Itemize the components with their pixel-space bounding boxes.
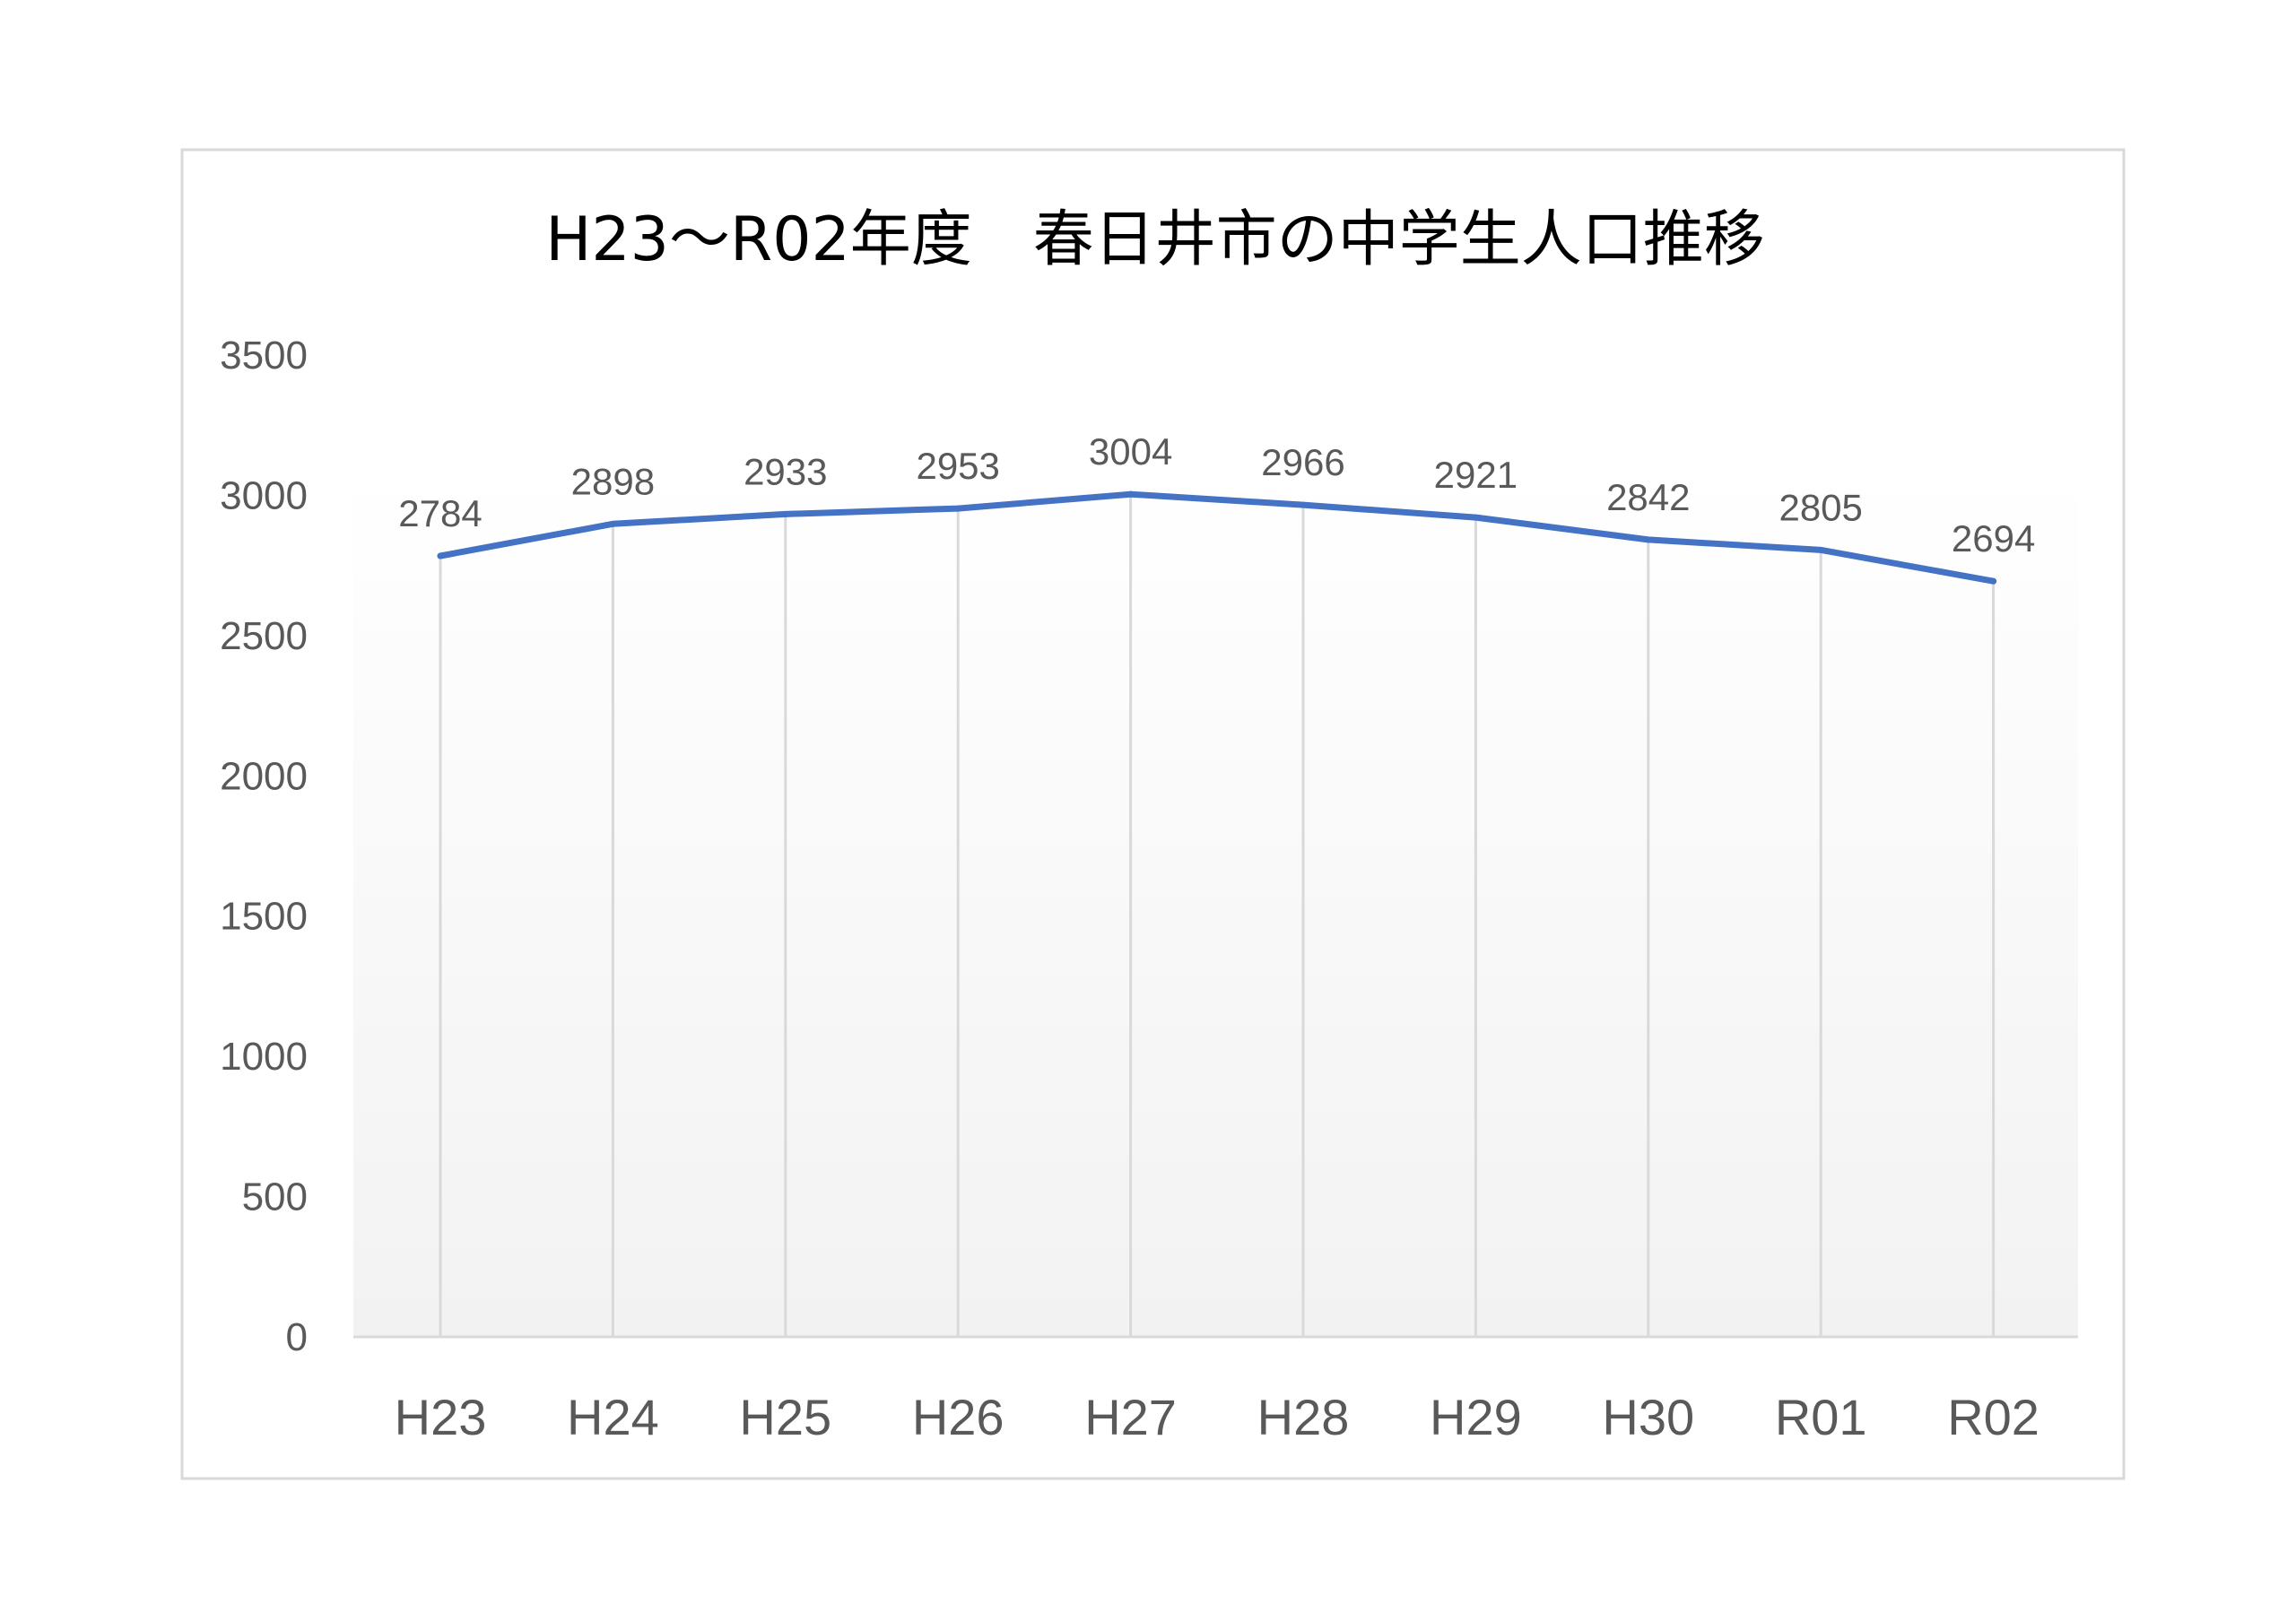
data-point	[1300, 501, 1307, 508]
x-tick-label: H25	[739, 1389, 831, 1445]
data-point	[782, 510, 789, 517]
data-point	[1472, 514, 1479, 521]
x-tick-label: H30	[1602, 1389, 1694, 1445]
data-label: 2784	[398, 492, 482, 534]
data-label: 2805	[1779, 486, 1862, 528]
x-tick-label: H24	[567, 1389, 659, 1445]
data-point	[609, 520, 616, 527]
y-tick-label: 2500	[220, 614, 308, 658]
data-label: 2898	[571, 460, 655, 502]
data-label: 2921	[1434, 454, 1518, 496]
data-label: 2842	[1606, 476, 1690, 518]
plot-area	[353, 470, 2078, 1337]
y-tick-label: 3500	[220, 334, 308, 377]
gridlines	[439, 494, 1996, 1337]
x-tick-label: H27	[1084, 1389, 1177, 1445]
y-tick-label: 1500	[220, 895, 308, 939]
y-tick-label: 2000	[220, 754, 308, 798]
chart-title: H23～R02年度 春日井市の中学生人口推移	[545, 204, 1764, 275]
labels-layer: 0 500 1000 1500 2000 2500 3000 3500 H23 H24 H25 H26…	[220, 334, 2039, 1445]
y-tick-label: 1000	[220, 1035, 308, 1079]
x-tick-label: H28	[1257, 1389, 1350, 1445]
data-label: 2966	[1261, 441, 1344, 483]
y-tick-label: 500	[242, 1175, 308, 1219]
data-label: 3004	[1089, 430, 1172, 473]
x-tick-label: R01	[1775, 1389, 1867, 1445]
x-tick-label: R02	[1947, 1389, 2039, 1445]
data-point	[1645, 536, 1652, 543]
x-tick-label: H26	[912, 1389, 1004, 1445]
y-tick-label: 0	[286, 1315, 308, 1359]
data-point	[1817, 546, 1824, 553]
y-tick-label: 3000	[220, 473, 308, 517]
data-point	[1127, 490, 1135, 498]
data-point	[954, 505, 961, 512]
data-point	[437, 552, 444, 559]
series-line	[437, 490, 1997, 585]
data-label: 2953	[916, 445, 999, 487]
x-tick-label: H23	[395, 1389, 487, 1445]
data-label: 2694	[1952, 517, 2035, 559]
data-label: 2933	[744, 450, 827, 492]
series-layer	[437, 490, 1997, 585]
data-point	[1990, 577, 1997, 585]
x-tick-label: H29	[1430, 1389, 1522, 1445]
